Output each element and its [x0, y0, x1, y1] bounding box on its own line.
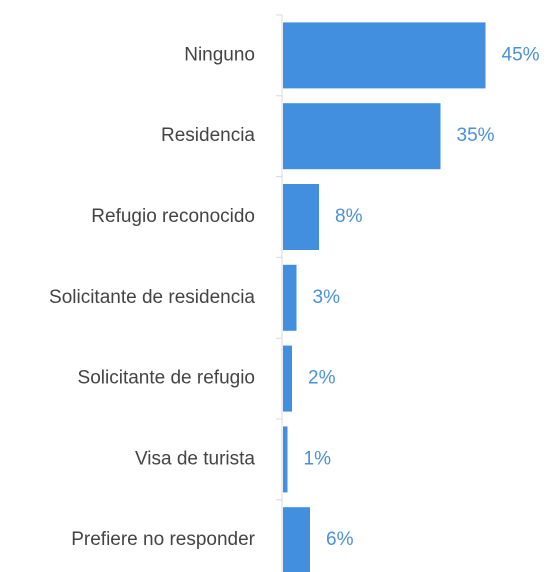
bar [283, 426, 288, 493]
bar [283, 184, 319, 250]
category-label: Refugio reconocido [91, 206, 255, 227]
category-label: Solicitante de refugio [78, 368, 255, 389]
category-label: Solicitante de residencia [49, 287, 255, 308]
value-label: 45% [502, 44, 540, 65]
category-label: Visa de turista [135, 448, 255, 469]
category-label: Prefiere no responder [71, 529, 255, 550]
value-label: 6% [326, 529, 354, 550]
bar [283, 345, 292, 412]
value-label: 8% [335, 206, 363, 227]
bar [283, 264, 297, 331]
value-label: 35% [457, 125, 495, 146]
value-label: 1% [304, 448, 332, 469]
bar [283, 507, 310, 572]
category-label: Ninguno [184, 44, 255, 65]
value-label: 2% [308, 368, 336, 389]
category-label: Residencia [161, 125, 255, 146]
bar [283, 22, 486, 89]
value-label: 3% [313, 287, 341, 308]
bar [283, 103, 441, 170]
